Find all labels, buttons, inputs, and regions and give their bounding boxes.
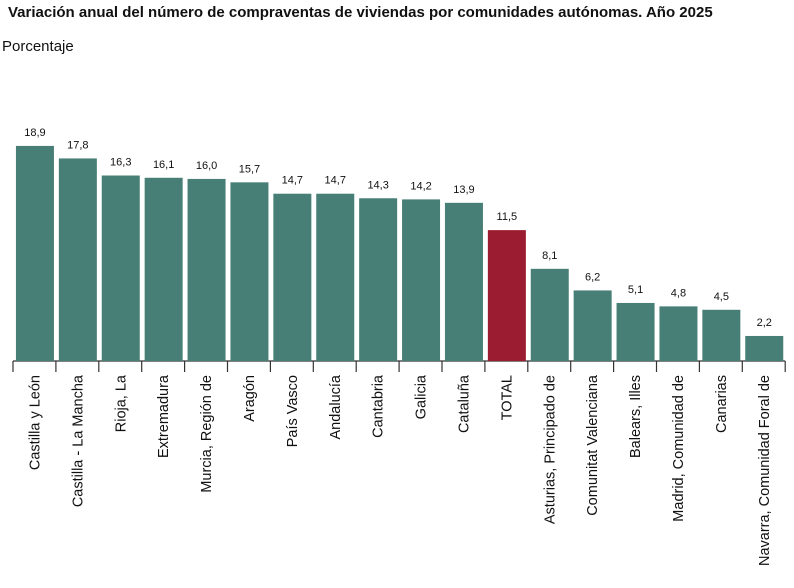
data-label: 4,8 <box>671 287 686 299</box>
bar <box>144 177 183 361</box>
data-label: 14,3 <box>367 179 388 191</box>
bar <box>101 175 140 361</box>
bar <box>530 268 569 361</box>
x-tick-label: Cataluña <box>456 374 472 433</box>
data-label: 14,7 <box>282 175 303 187</box>
x-tick-label: Rioja, La <box>113 374 129 432</box>
x-tick-label: Navarra, Comunidad Foral de <box>757 375 773 566</box>
data-label: 15,7 <box>239 163 260 175</box>
bar <box>487 230 526 361</box>
x-tick-label: Cantabria <box>371 374 387 438</box>
bar <box>58 158 97 361</box>
data-label: 11,5 <box>497 211 518 223</box>
data-label: 4,5 <box>714 291 729 303</box>
x-tick-label: Murcia, Región de <box>199 375 215 493</box>
bar <box>616 302 655 361</box>
data-label: 17,8 <box>67 139 88 151</box>
bar <box>573 290 612 361</box>
data-label: 6,2 <box>585 271 600 283</box>
bar <box>702 309 741 361</box>
x-tick-label: Comunitat Valenciana <box>585 374 601 516</box>
x-tick-label: Castilla - La Mancha <box>70 374 86 507</box>
bar <box>359 198 398 361</box>
bar <box>273 193 312 361</box>
data-label: 16,0 <box>196 160 217 172</box>
bar <box>230 182 269 361</box>
x-tick-label: Castilla y León <box>27 375 43 470</box>
x-tick-label: Galicia <box>414 374 430 419</box>
y-axis-label: Porcentaje <box>2 38 74 55</box>
x-tick-label: TOTAL <box>499 375 515 420</box>
x-tick-label: Extremadura <box>156 374 172 458</box>
x-tick-label: Aragón <box>242 375 258 422</box>
data-label: 16,3 <box>110 157 131 169</box>
x-tick-label: Canarias <box>714 375 730 433</box>
data-label: 8,1 <box>542 250 557 262</box>
chart-title: Variación anual del número de compravent… <box>8 4 713 21</box>
data-label: 5,1 <box>628 284 643 296</box>
bar <box>444 202 483 361</box>
data-label: 14,2 <box>410 180 431 192</box>
bar <box>187 178 226 361</box>
x-tick-label: Madrid, Comunidad de <box>671 375 687 522</box>
x-tick-label: Andalucía <box>328 374 344 439</box>
data-label: 13,9 <box>453 184 474 196</box>
bar <box>316 193 355 361</box>
bar <box>659 306 698 361</box>
bar <box>402 199 441 361</box>
bar <box>15 145 54 361</box>
x-tick-label: Asturias, Principado de <box>542 375 558 524</box>
x-tick-label: Balears, Illes <box>628 375 644 458</box>
data-label: 16,1 <box>153 159 174 171</box>
bar <box>745 335 784 361</box>
data-label: 18,9 <box>24 127 45 139</box>
x-tick-label: País Vasco <box>285 375 301 447</box>
data-label: 14,7 <box>325 175 346 187</box>
data-label: 2,2 <box>757 317 772 329</box>
